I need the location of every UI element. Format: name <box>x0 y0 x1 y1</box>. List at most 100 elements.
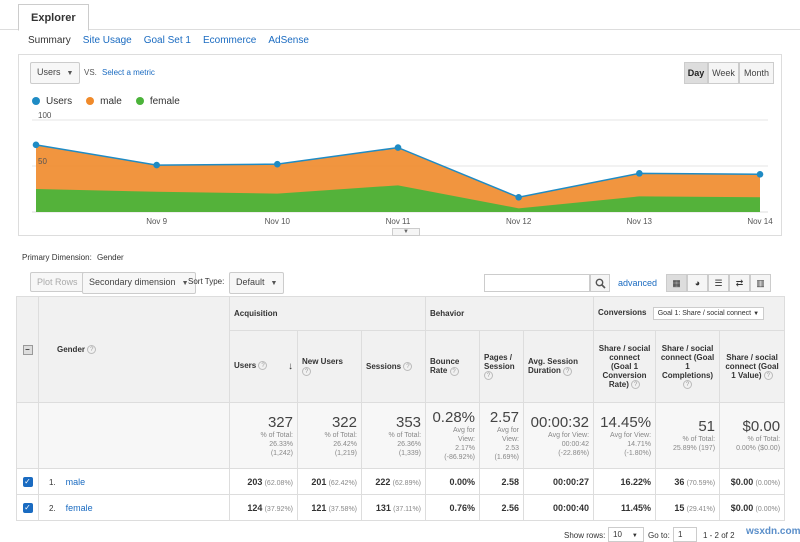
help-icon[interactable]: ? <box>87 345 97 355</box>
data-point-users <box>153 161 160 169</box>
sort-desc-icon[interactable]: ↓ <box>288 361 293 372</box>
comparison-view-icon[interactable]: ⇄ <box>729 274 750 292</box>
total-goal1-value: $0.00% of Total: 0.00% ($0.00) <box>719 402 786 469</box>
help-icon[interactable]: ? <box>563 366 573 376</box>
total-detail: (1,339) <box>398 449 422 457</box>
row-checkbox[interactable]: ✓ <box>22 476 33 487</box>
total-detail: (-86.92%) <box>444 454 476 461</box>
cell-percent: (37.11%) <box>393 505 422 513</box>
plot-rows-button[interactable]: Plot Rows <box>30 272 85 292</box>
cell-value: 222 <box>375 476 391 487</box>
table-cell: 222 (62.89%) <box>360 468 427 495</box>
tab-bar: Explorer <box>0 0 800 31</box>
help-icon[interactable]: ? <box>258 361 268 371</box>
secondary-dimension-select[interactable]: Secondary dimension ▼ <box>82 272 196 294</box>
col-goal1-completions[interactable]: Share / social connect (Goal 1 Completio… <box>655 330 721 403</box>
cell-percent: (0.00%) <box>755 479 781 487</box>
primary-dimension-value[interactable]: Gender <box>97 253 124 262</box>
help-icon[interactable]: ? <box>484 371 494 381</box>
total-detail: 26.42% <box>333 440 357 448</box>
goal-select-label: Goal 1: Share / social connect <box>657 310 752 317</box>
y-tick-label: 50 <box>38 157 47 166</box>
col-new-users[interactable]: New Users? <box>297 330 362 403</box>
cell-value: 15 <box>674 502 685 513</box>
table-search-input[interactable] <box>484 274 590 292</box>
row-gender-link[interactable]: male <box>65 476 86 487</box>
help-icon[interactable]: ? <box>683 380 693 390</box>
advanced-link[interactable]: advanced <box>618 278 658 288</box>
subtab-adsense[interactable]: AdSense <box>268 35 309 46</box>
col-goal1-value[interactable]: Share / social connect (Goal 1 Value) ? <box>719 330 786 403</box>
total-detail: Avg for <box>496 427 520 434</box>
pivot-view-icon[interactable]: ▥ <box>750 274 771 292</box>
table-view-icon[interactable]: ▦ <box>666 274 687 292</box>
x-tick-label: Nov 14 <box>747 217 773 226</box>
select-all-checkbox[interactable]: – <box>22 344 33 355</box>
col-avg-session-duration-label: Avg. Session Duration <box>528 357 578 376</box>
search-button[interactable] <box>590 274 610 292</box>
performance-view-icon[interactable]: ☰ <box>708 274 729 292</box>
vs-label: VS. <box>84 68 97 77</box>
col-bounce-rate[interactable]: Bounce Rate ? <box>425 330 481 403</box>
legend-female[interactable]: female <box>135 96 180 107</box>
table-row: ✓ 1. male 203 (62.08%) 201 (62.42%) 222 (62.8… <box>16 468 786 495</box>
total-detail: (1.69%) <box>494 454 520 461</box>
goto-input[interactable]: 1 <box>673 527 697 542</box>
week-button[interactable]: Week <box>708 62 739 84</box>
subtab-site-usage[interactable]: Site Usage <box>82 35 132 46</box>
total-detail: % of Total: <box>682 436 716 443</box>
col-users[interactable]: Users ? ↓ <box>229 330 298 403</box>
cell-percent: (37.58%) <box>328 505 357 513</box>
total-sessions: 353% of Total: 26.36% (1,339) <box>360 402 427 469</box>
col-pages-session[interactable]: Pages / Session? <box>479 330 525 403</box>
help-icon[interactable]: ? <box>302 366 311 376</box>
total-detail: (1,242) <box>270 449 293 457</box>
total-detail: Avg for <box>452 427 476 434</box>
cell-value: 36 <box>674 476 685 487</box>
month-button[interactable]: Month <box>739 62 774 84</box>
legend-male[interactable]: male <box>86 96 122 107</box>
total-detail: View: <box>458 436 476 443</box>
metric-select[interactable]: Users ▼ <box>30 62 81 84</box>
cell-value: 2.56 <box>501 502 520 513</box>
legend-users[interactable]: Users <box>32 96 72 107</box>
cell-percent: (0.00%) <box>755 505 781 513</box>
area-chart: Nov 9 Nov 10 Nov 11 Nov 12 Nov 13 Nov 14 100 5… <box>32 111 773 226</box>
row-checkbox[interactable]: ✓ <box>22 502 33 513</box>
totals-row: 327% of Total: 26.33% (1,242) 322% of Total… <box>16 402 786 469</box>
day-button[interactable]: Day <box>684 62 708 84</box>
subtab-goal-set-1[interactable]: Goal Set 1 <box>143 35 191 46</box>
show-rows-select[interactable]: 10 ▼ <box>608 527 644 542</box>
help-icon[interactable]: ? <box>631 380 641 390</box>
total-value: 14.45% <box>600 413 652 431</box>
tab-explorer[interactable]: Explorer <box>18 4 89 31</box>
subtab-summary[interactable]: Summary <box>28 35 71 46</box>
table-cell: $0.00 (0.00%) <box>719 494 786 521</box>
total-detail: Avg for View: <box>548 431 590 439</box>
table-cell: 00:00:27 <box>523 468 595 495</box>
help-icon[interactable]: ? <box>763 371 773 381</box>
pie-view-icon[interactable]: ◕ <box>687 274 708 292</box>
report-table: – Gender ? Acquisition Behavior Conversi… <box>16 296 786 521</box>
legend-dot-female <box>135 97 144 106</box>
chevron-down-icon: ▼ <box>753 311 760 317</box>
row-gender-link[interactable]: female <box>65 502 93 513</box>
sort-type-select[interactable]: Default ▼ <box>229 272 285 294</box>
select-metric-link[interactable]: Select a metric <box>102 68 155 77</box>
help-icon[interactable]: ? <box>403 362 413 372</box>
table-cell: $0.00 (0.00%) <box>719 468 786 495</box>
subtab-ecommerce[interactable]: Ecommerce <box>202 35 257 46</box>
help-icon[interactable]: ? <box>449 366 459 376</box>
cell-value: 00:00:27 <box>553 476 590 487</box>
total-value: 0.28% <box>432 409 476 426</box>
gender-header[interactable]: Gender ? <box>38 296 230 403</box>
chevron-down-icon: ▼ <box>631 533 638 539</box>
goal-select[interactable]: Goal 1: Share / social connect ▼ <box>652 307 765 320</box>
row-name-cell: 2. female <box>38 494 230 521</box>
chart-collapse-handle[interactable]: ▼ <box>392 228 420 236</box>
sort-type-value: Default <box>236 277 265 287</box>
col-avg-session-duration[interactable]: Avg. Session Duration ? <box>523 330 595 403</box>
total-pages-session: 2.57 Avg for View: 2.53 (1.69%) <box>479 402 525 469</box>
col-goal1-conversion-rate[interactable]: Share / social connect (Goal 1 Conversio… <box>593 330 657 403</box>
col-sessions[interactable]: Sessions ? <box>360 330 427 403</box>
